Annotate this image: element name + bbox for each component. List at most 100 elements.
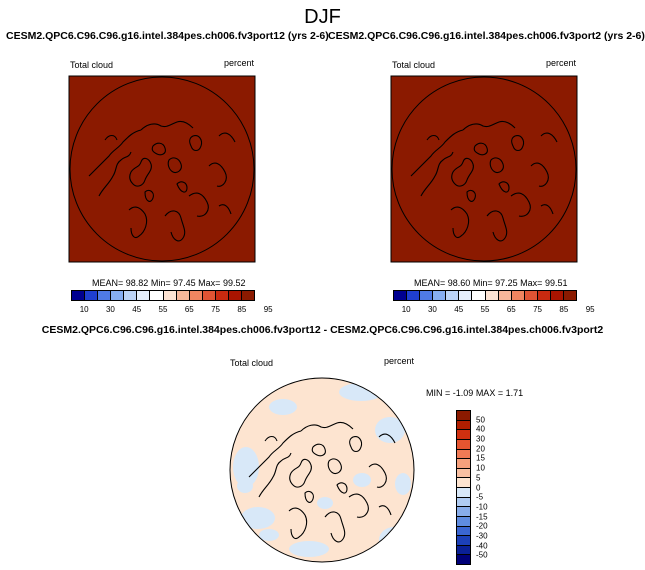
diff-panel-variable: Total cloud [230, 358, 274, 368]
colorbar-swatch [176, 291, 190, 300]
coastline-segment [128, 206, 148, 239]
colorbar-swatch [124, 291, 138, 300]
coastline-segment [498, 181, 510, 193]
diff-panel-stats: MIN = -1.09 MAX = 1.71 [426, 388, 523, 398]
colorbar-swatch [215, 291, 229, 300]
diff-colorbar-tick-label: 10 [476, 463, 485, 473]
coastline-segment [378, 505, 392, 516]
panel-1-colorbar-labels: 10 30 45 55 65 75 85 95 [71, 305, 273, 315]
negative-difference-patch [289, 541, 329, 557]
coastline-segment [98, 151, 132, 197]
coastline-segment [189, 135, 203, 152]
diff-colorbar [456, 410, 471, 565]
coastline-segment [88, 129, 142, 177]
coastline-segment [258, 452, 292, 498]
diff-max: 1.71 [505, 388, 524, 398]
diff-colorbar-tick-label: -5 [476, 492, 484, 502]
diff-colorbar-swatch [457, 439, 470, 450]
diff-min-label: MIN = [426, 388, 451, 398]
negative-difference-patch [233, 447, 259, 487]
panel-2-variable: Total cloud [392, 60, 436, 70]
panel-2-title: CESM2.QPC6.C96.C96.g16.intel.384pes.ch00… [328, 30, 645, 42]
coastline-segment [378, 433, 396, 444]
colorbar-tick-label: 85 [237, 305, 247, 314]
diff-colorbar-swatch [457, 478, 470, 488]
diff-colorbar-tick-label: -10 [476, 502, 488, 512]
coastline-segment [327, 458, 342, 475]
negative-difference-patch [375, 417, 405, 443]
colorbar-swatch [472, 291, 486, 300]
coastline-segment [426, 134, 440, 141]
diff-colorbar-swatch [457, 555, 470, 564]
diff-colorbar-swatch [457, 420, 470, 431]
colorbar-tick-label: 45 [132, 305, 142, 314]
negative-difference-patch [395, 473, 411, 495]
colorbar-tick-label: 55 [480, 305, 490, 314]
panel-2-max-label: Max= [520, 278, 543, 288]
colorbar-swatch [137, 291, 151, 300]
negative-difference-patch [339, 383, 383, 401]
season-title: DJF [304, 6, 341, 28]
panel-2-min: 97.25 [495, 278, 518, 288]
coastline-segment [368, 463, 387, 488]
coastline-segment [450, 206, 470, 239]
negative-difference-patch [269, 399, 297, 415]
colorbar-swatch [407, 291, 421, 300]
diff-colorbar-swatch [457, 430, 470, 440]
negative-difference-patch [259, 529, 279, 541]
diff-colorbar-tick-label: 30 [476, 434, 485, 444]
colorbar-tick-label: 30 [427, 305, 437, 314]
panel-1-max: 99.52 [222, 278, 246, 288]
colorbar-swatch [498, 291, 512, 300]
coastline-segment [167, 157, 182, 174]
panel-1-map-boundary [69, 76, 255, 262]
coastline-segment [104, 134, 118, 141]
coastline-segment [336, 482, 348, 494]
diff-colorbar-tick-label: 50 [476, 415, 485, 425]
panel-2-max: 99.51 [544, 278, 568, 288]
panel-2-field [390, 75, 578, 263]
panel-2-colorbar [393, 290, 577, 301]
diff-colorbar-swatch [457, 468, 470, 479]
coastline-segment [300, 421, 354, 432]
coastline-segment [218, 204, 232, 215]
diff-panel-title: CESM2.QPC6.C96.C96.g16.intel.384pes.ch00… [41, 324, 604, 336]
diff-colorbar-swatch [457, 497, 470, 508]
panel-2-min-label: Min= [472, 278, 493, 288]
colorbar-swatch [537, 291, 551, 300]
panel-2-colorbar-labels: 10 30 45 55 65 75 85 95 [393, 305, 595, 315]
colorbar-swatch [550, 291, 565, 300]
diff-colorbar-tick-label: -30 [476, 531, 488, 541]
coastline-segment [349, 436, 363, 453]
colorbar-swatch [446, 291, 460, 300]
coastline-segment [540, 132, 558, 143]
negative-difference-patch [237, 479, 253, 493]
colorbar-swatch [394, 291, 408, 300]
negative-difference-patch [317, 497, 333, 509]
colorbar-swatch [72, 291, 86, 300]
panel-1-field [68, 75, 256, 263]
diff-colorbar-swatch [457, 488, 470, 498]
coastline-segment [540, 204, 554, 215]
diff-colorbar-swatch [457, 411, 470, 421]
colorbar-tick-label: 10 [79, 305, 89, 314]
colorbar-swatch [98, 291, 112, 300]
colorbar-tick-label: 30 [105, 305, 115, 314]
colorbar-tick-label: 75 [533, 305, 543, 314]
colorbar-tick-label: 95 [585, 305, 595, 314]
diff-colorbar-labels: 50 40 30 20 15 10 5 0 -5 -10 -15 -20 -30 -40 -50 [476, 410, 506, 565]
coastline-segment [473, 142, 488, 156]
coastline-segment [188, 192, 209, 217]
coastline-segment [208, 162, 227, 187]
diff-colorbar-swatch [457, 507, 470, 517]
panel-1-map [68, 75, 256, 263]
colorbar-tick-label: 65 [184, 305, 194, 314]
diff-colorbar-tick-label: -15 [476, 512, 488, 522]
diff-max-label: MAX = [475, 388, 504, 398]
colorbar-swatch [485, 291, 499, 300]
panel-2-coastlines [410, 120, 558, 242]
panel-2-map-boundary [391, 76, 577, 262]
coastline-segment [486, 210, 508, 242]
colorbar-tick-label: 95 [263, 305, 273, 314]
diff-colorbar-swatch [457, 545, 470, 556]
